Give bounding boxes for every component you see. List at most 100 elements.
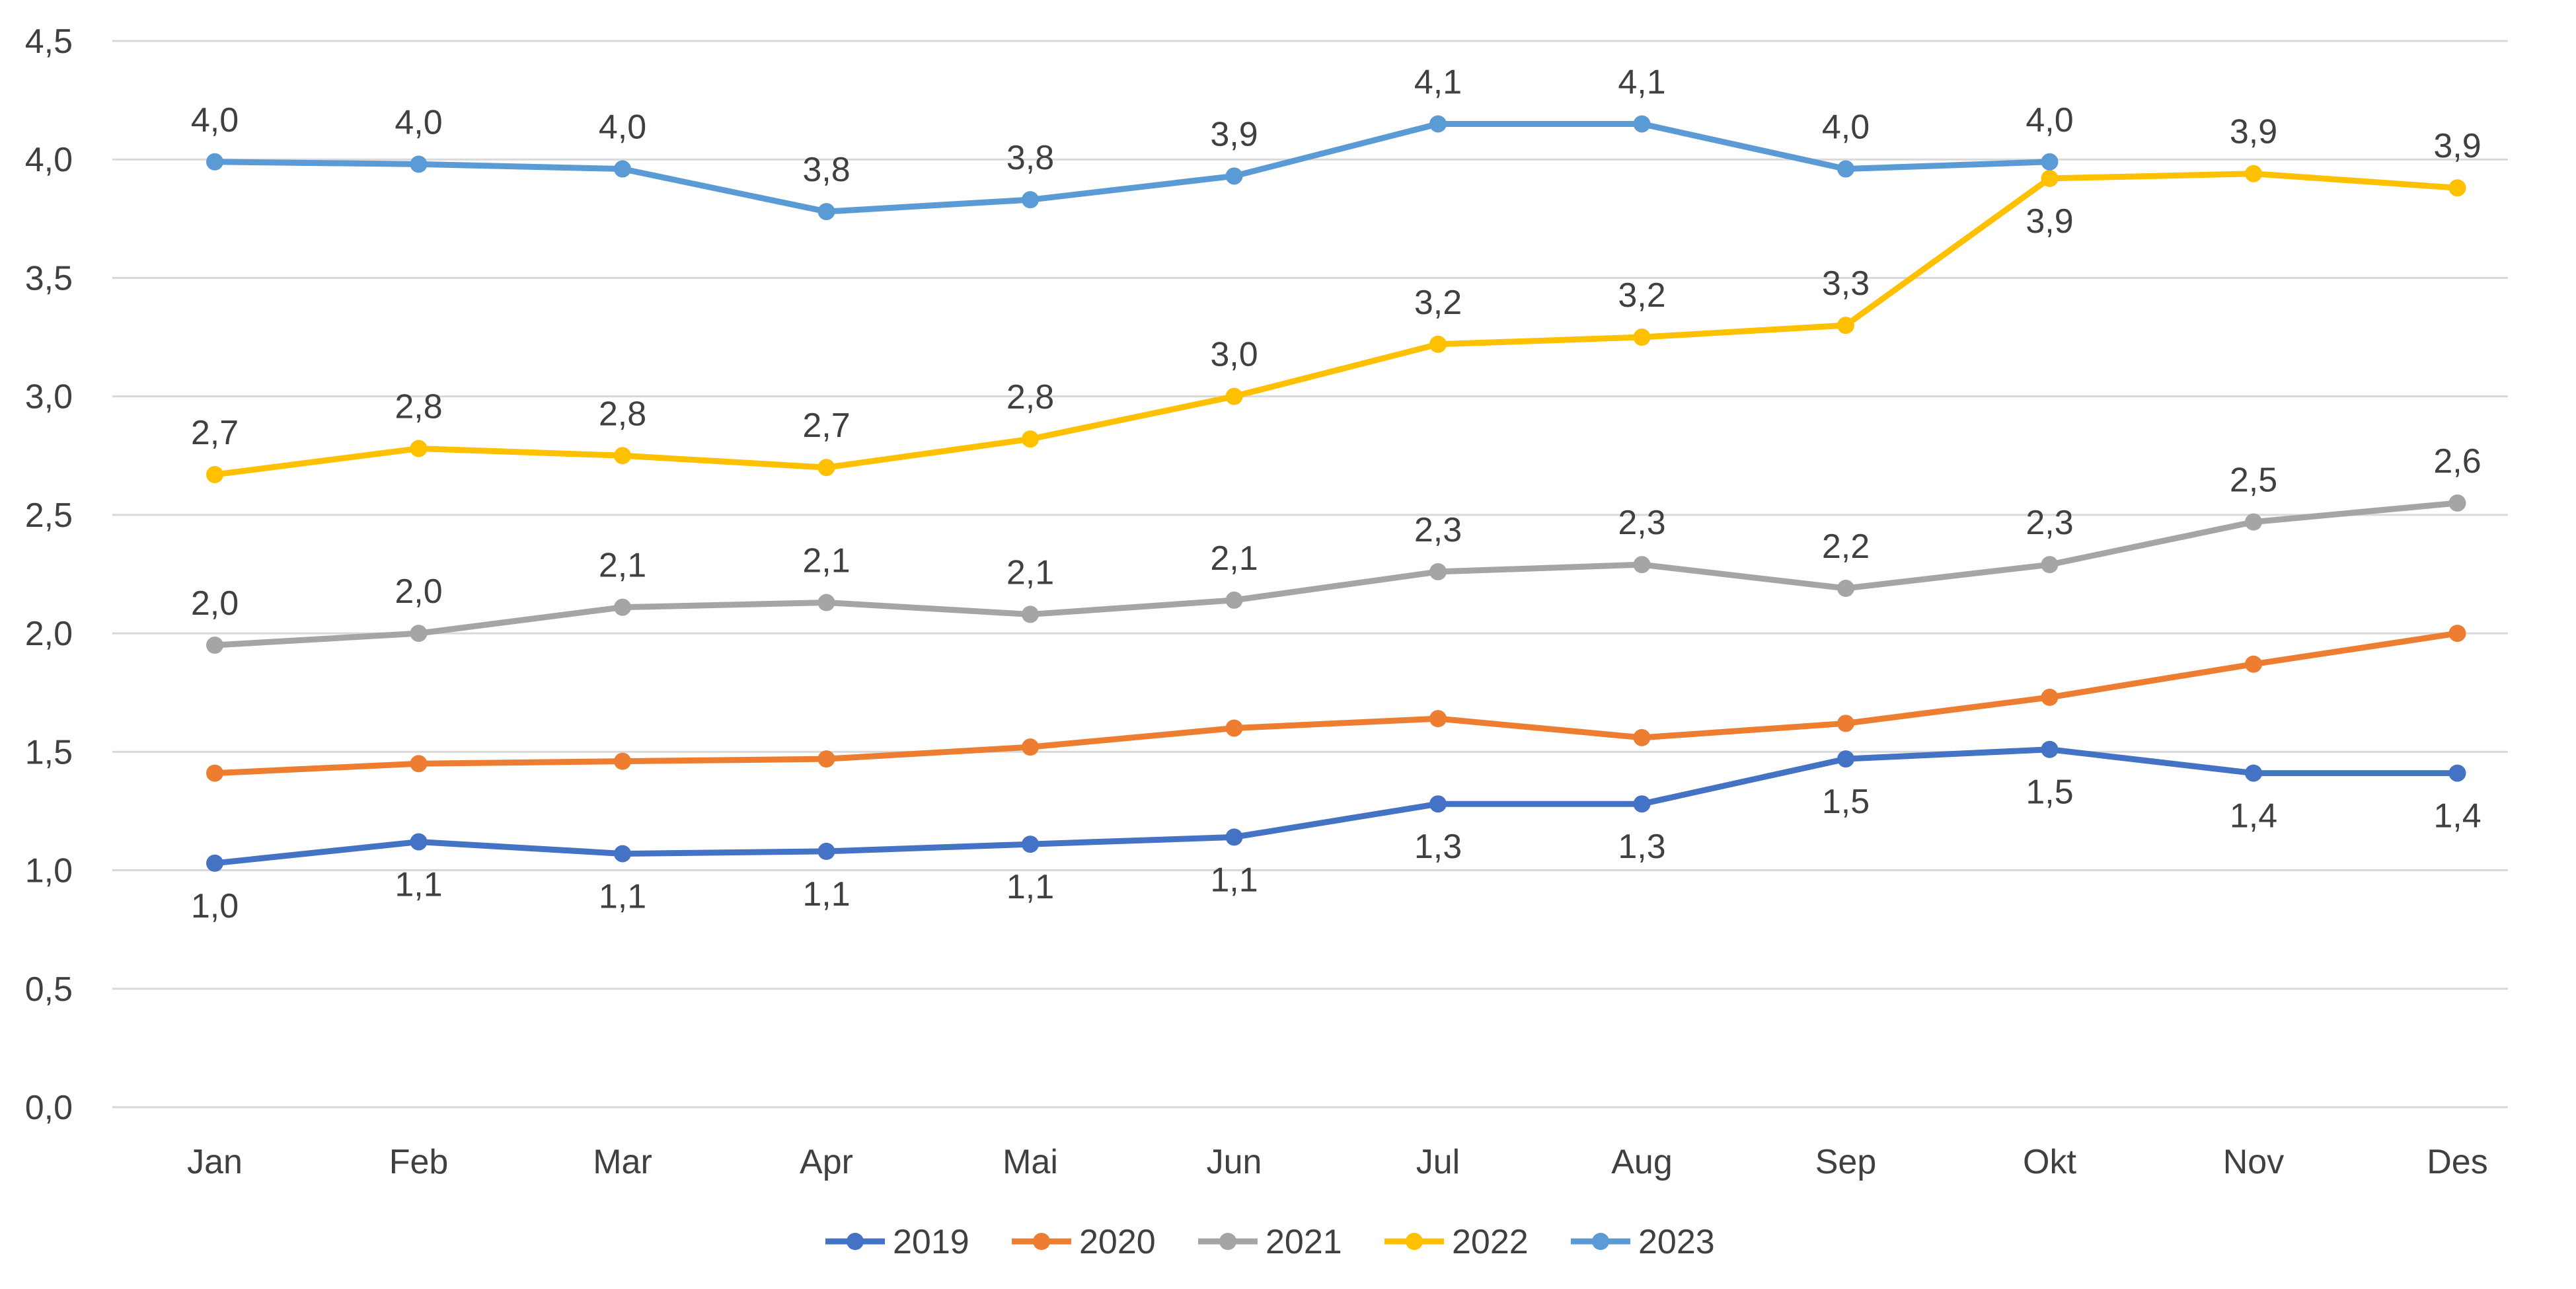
legend-label: 2021: [1266, 1223, 1342, 1261]
data-point-2021: [1225, 591, 1243, 609]
data-point-2023: [410, 155, 428, 173]
legend-item-2022[interactable]: 2022: [1384, 1223, 1529, 1261]
series-line-2021: [211, 500, 2460, 648]
series-line-2022: [211, 171, 2460, 478]
legend-item-2023[interactable]: 2023: [1571, 1223, 1715, 1261]
data-point-2020: [206, 764, 223, 782]
data-point-2021: [206, 637, 223, 654]
data-point-2023: [817, 203, 835, 221]
x-axis-tick-labels: Jan Feb Mar Apr Mai Jun Jul Aug Sep Okt Nov Des: [187, 1143, 2488, 1181]
data-label-2019: 1,1: [395, 866, 442, 904]
data-point-2020: [817, 750, 835, 768]
data-point-2021: [2245, 513, 2262, 531]
data-label-2023: 4,0: [191, 101, 239, 139]
data-point-2022: [410, 440, 428, 457]
data-label-2022: 3,3: [1822, 264, 1870, 303]
data-point-2021: [817, 594, 835, 611]
data-point-2023: [206, 153, 223, 171]
data-point-2019: [1225, 828, 1243, 846]
data-point-2021: [410, 625, 428, 643]
data-point-2019: [1022, 836, 1039, 853]
data-label-2022: 3,2: [1618, 276, 1665, 315]
data-point-2019: [1837, 750, 1854, 768]
y-tick-label: 4,5: [25, 22, 73, 61]
data-point-2022: [1633, 329, 1651, 346]
data-point-2020: [2448, 625, 2466, 643]
legend-marker: [1033, 1233, 1050, 1250]
y-tick-label: 4,0: [25, 141, 73, 179]
data-label-2023: 3,8: [1006, 139, 1054, 177]
y-tick-label: 2,5: [25, 496, 73, 535]
data-label-2022: 3,2: [1414, 284, 1462, 322]
data-point-2022: [614, 447, 631, 465]
x-tick-label: Nov: [2223, 1143, 2284, 1181]
data-label-2021: 2,3: [1618, 504, 1665, 542]
x-tick-label: Jan: [187, 1143, 243, 1181]
data-label-2022: 3,9: [2026, 202, 2073, 241]
x-tick-label: Jun: [1207, 1143, 1262, 1181]
data-label-2019: 1,3: [1414, 828, 1462, 866]
data-label-2021: 2,3: [1414, 511, 1462, 549]
legend-item-2020[interactable]: 2020: [1012, 1223, 1156, 1261]
data-point-2020: [1429, 710, 1447, 728]
legend-marker: [1406, 1233, 1423, 1250]
legend-label: 2022: [1452, 1223, 1529, 1261]
data-point-2021: [1837, 580, 1854, 598]
y-tick-label: 3,5: [25, 259, 73, 297]
data-point-2019: [817, 842, 835, 860]
data-point-2022: [1837, 317, 1854, 334]
data-label-2019: 1,4: [2433, 797, 2481, 836]
legend-marker: [1592, 1233, 1609, 1250]
data-point-2022: [1429, 335, 1447, 353]
x-tick-label: Apr: [800, 1143, 853, 1181]
data-label-2022: 2,7: [191, 414, 239, 452]
data-label-2022: 2,8: [599, 395, 646, 433]
data-point-2020: [2245, 655, 2262, 673]
x-tick-label: Mar: [593, 1143, 652, 1181]
series-line-2020: [211, 630, 2460, 777]
data-point-2019: [206, 854, 223, 872]
data-label-2019: 1,1: [1210, 861, 1258, 899]
data-point-2019: [614, 845, 631, 863]
data-label-2023: 4,1: [1414, 63, 1462, 101]
data-label-2019: 1,5: [1822, 783, 1870, 821]
data-label-2019: 1,0: [191, 887, 239, 925]
x-tick-label: Jul: [1416, 1143, 1460, 1181]
legend-item-2021[interactable]: 2021: [1198, 1223, 1342, 1261]
legend-item-2019[interactable]: 2019: [825, 1223, 969, 1261]
legend-label: 2023: [1638, 1223, 1715, 1261]
legend-marker: [1219, 1233, 1236, 1250]
y-tick-label: 1,0: [25, 852, 73, 890]
data-label-2021: 2,2: [1822, 527, 1870, 566]
data-point-2023: [614, 160, 631, 178]
x-tick-label: Feb: [389, 1143, 449, 1181]
data-label-2023: 4,0: [599, 108, 646, 147]
data-label-2021: 2,6: [2433, 442, 2481, 481]
data-point-2023: [1022, 191, 1039, 209]
data-point-2021: [2448, 494, 2466, 512]
data-point-2022: [2448, 179, 2466, 197]
data-label-2022: 2,8: [1006, 378, 1054, 416]
data-point-2020: [1633, 728, 1651, 746]
data-label-2021: 2,5: [2230, 461, 2277, 500]
legend: 2019 2020 2021 2022 2023: [825, 1223, 1715, 1261]
legend-label: 2019: [893, 1223, 969, 1261]
data-label-2021: 2,0: [395, 572, 442, 611]
data-label-2021: 2,1: [1210, 539, 1258, 578]
data-point-2021: [1429, 563, 1447, 580]
data-label-2022: 3,0: [1210, 336, 1258, 374]
data-label-2021: 2,1: [599, 547, 646, 585]
y-tick-label: 2,0: [25, 615, 73, 653]
data-point-2023: [1429, 115, 1447, 133]
data-point-2020: [1837, 715, 1854, 732]
x-tick-label: Sep: [1815, 1143, 1877, 1181]
x-tick-label: Des: [2427, 1143, 2487, 1181]
legend-label: 2020: [1079, 1223, 1156, 1261]
data-label-2019: 1,1: [802, 875, 850, 914]
data-label-2021: 2,3: [2026, 504, 2073, 542]
data-label-2021: 2,1: [802, 542, 850, 580]
y-tick-label: 3,0: [25, 378, 73, 416]
data-point-2021: [1633, 556, 1651, 574]
data-label-2022: 3,9: [2230, 113, 2277, 151]
